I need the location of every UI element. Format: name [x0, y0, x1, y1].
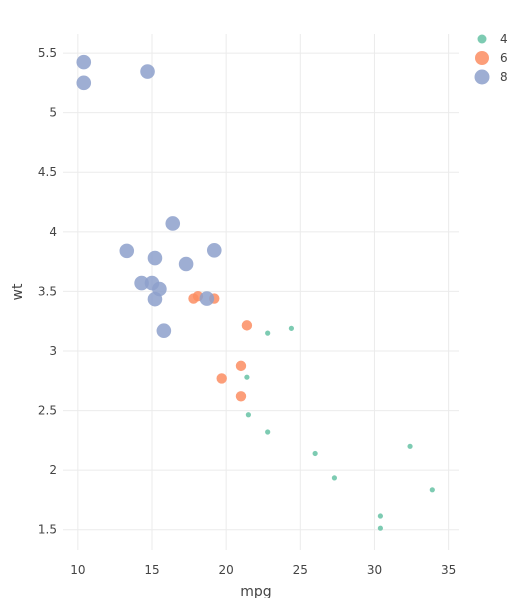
- scatter-point-cyl-8[interactable]: [178, 256, 194, 272]
- y-tick-label: 1.5: [38, 523, 57, 537]
- legend-marker: [477, 34, 487, 44]
- legend-label: 8: [500, 70, 508, 84]
- scatter-point-cyl-4[interactable]: [331, 475, 338, 481]
- scatter-point-cyl-8[interactable]: [156, 323, 172, 339]
- scatter-point-cyl-8[interactable]: [134, 275, 149, 291]
- legend-marker: [474, 69, 490, 85]
- scatter-point-cyl-8[interactable]: [147, 250, 163, 266]
- scatter-point-cyl-6[interactable]: [188, 293, 199, 304]
- scatter-point-cyl-4[interactable]: [265, 330, 271, 336]
- scatter-point-cyl-4[interactable]: [244, 374, 250, 380]
- x-tick-label: 15: [144, 563, 159, 577]
- scatter-point-cyl-4[interactable]: [377, 513, 383, 519]
- scatter-point-cyl-4[interactable]: [377, 525, 383, 531]
- scatter-point-cyl-8[interactable]: [144, 275, 160, 291]
- y-tick-label: 4.5: [38, 165, 57, 179]
- scatter-point-cyl-8[interactable]: [165, 216, 181, 231]
- scatter-point-cyl-8[interactable]: [76, 75, 92, 91]
- scatter-point-cyl-4[interactable]: [407, 443, 413, 449]
- y-tick-label: 3.5: [38, 284, 57, 298]
- scatter-point-cyl-6[interactable]: [241, 320, 253, 331]
- scatter-point-cyl-4[interactable]: [429, 487, 435, 493]
- x-tick-label: 35: [441, 563, 456, 577]
- grid-layer: [63, 34, 459, 550]
- scatter-point-cyl-8[interactable]: [140, 64, 155, 79]
- legend[interactable]: 4 6 8: [474, 32, 508, 85]
- scatter-point-cyl-8[interactable]: [147, 291, 163, 307]
- scatter-point-cyl-6[interactable]: [235, 391, 247, 402]
- scatter-point-cyl-8[interactable]: [206, 242, 222, 258]
- tick-labels: 10 15 20 25 30 35 1.5 2 2.5 3 3.5 4 4.5 5 5.5: [38, 46, 456, 577]
- x-tick-label: 30: [367, 563, 382, 577]
- legend-label: 4: [500, 32, 508, 46]
- scatter-point-cyl-8[interactable]: [199, 291, 215, 306]
- x-axis-title: mpg: [240, 584, 271, 598]
- y-tick-label: 2.5: [38, 404, 57, 418]
- legend-item-8[interactable]: 8: [474, 69, 508, 85]
- legend-marker: [475, 51, 489, 65]
- scatter-point-cyl-4[interactable]: [245, 412, 251, 418]
- scatter-point-cyl-4[interactable]: [265, 429, 271, 435]
- scatter-point-cyl-8[interactable]: [119, 243, 135, 259]
- scatter-point-cyl-6[interactable]: [216, 373, 227, 384]
- y-tick-label: 3: [49, 344, 57, 358]
- y-tick-label: 2: [49, 463, 57, 477]
- x-tick-label: 10: [70, 563, 85, 577]
- y-tick-label: 4: [49, 225, 57, 239]
- legend-item-4[interactable]: 4: [477, 32, 508, 46]
- legend-label: 6: [500, 51, 508, 65]
- scatter-point-cyl-4[interactable]: [312, 450, 318, 457]
- x-tick-label: 20: [219, 563, 234, 577]
- x-tick-label: 25: [293, 563, 308, 577]
- points-layer: [76, 54, 435, 531]
- scatter-point-cyl-4[interactable]: [288, 325, 295, 331]
- y-tick-label: 5: [49, 106, 57, 120]
- y-tick-label: 5.5: [38, 46, 57, 60]
- scatter-point-cyl-6[interactable]: [235, 360, 247, 372]
- legend-item-6[interactable]: 6: [475, 51, 508, 65]
- scatter-point-cyl-8[interactable]: [76, 54, 92, 70]
- y-axis-title: wt: [10, 283, 26, 300]
